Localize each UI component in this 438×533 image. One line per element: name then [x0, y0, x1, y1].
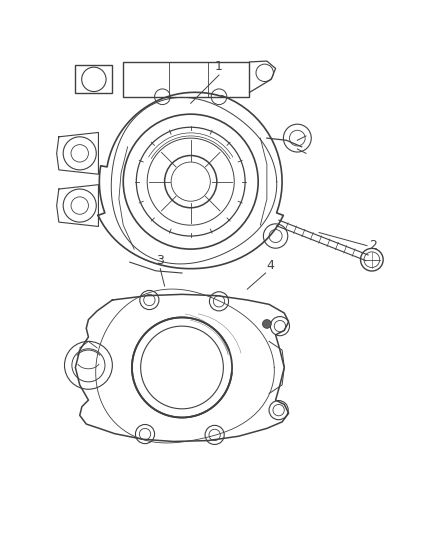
Text: 4: 4: [267, 259, 275, 272]
Text: 3: 3: [156, 254, 164, 268]
Text: 2: 2: [369, 239, 377, 252]
Text: 1: 1: [215, 60, 223, 73]
Circle shape: [262, 320, 271, 328]
